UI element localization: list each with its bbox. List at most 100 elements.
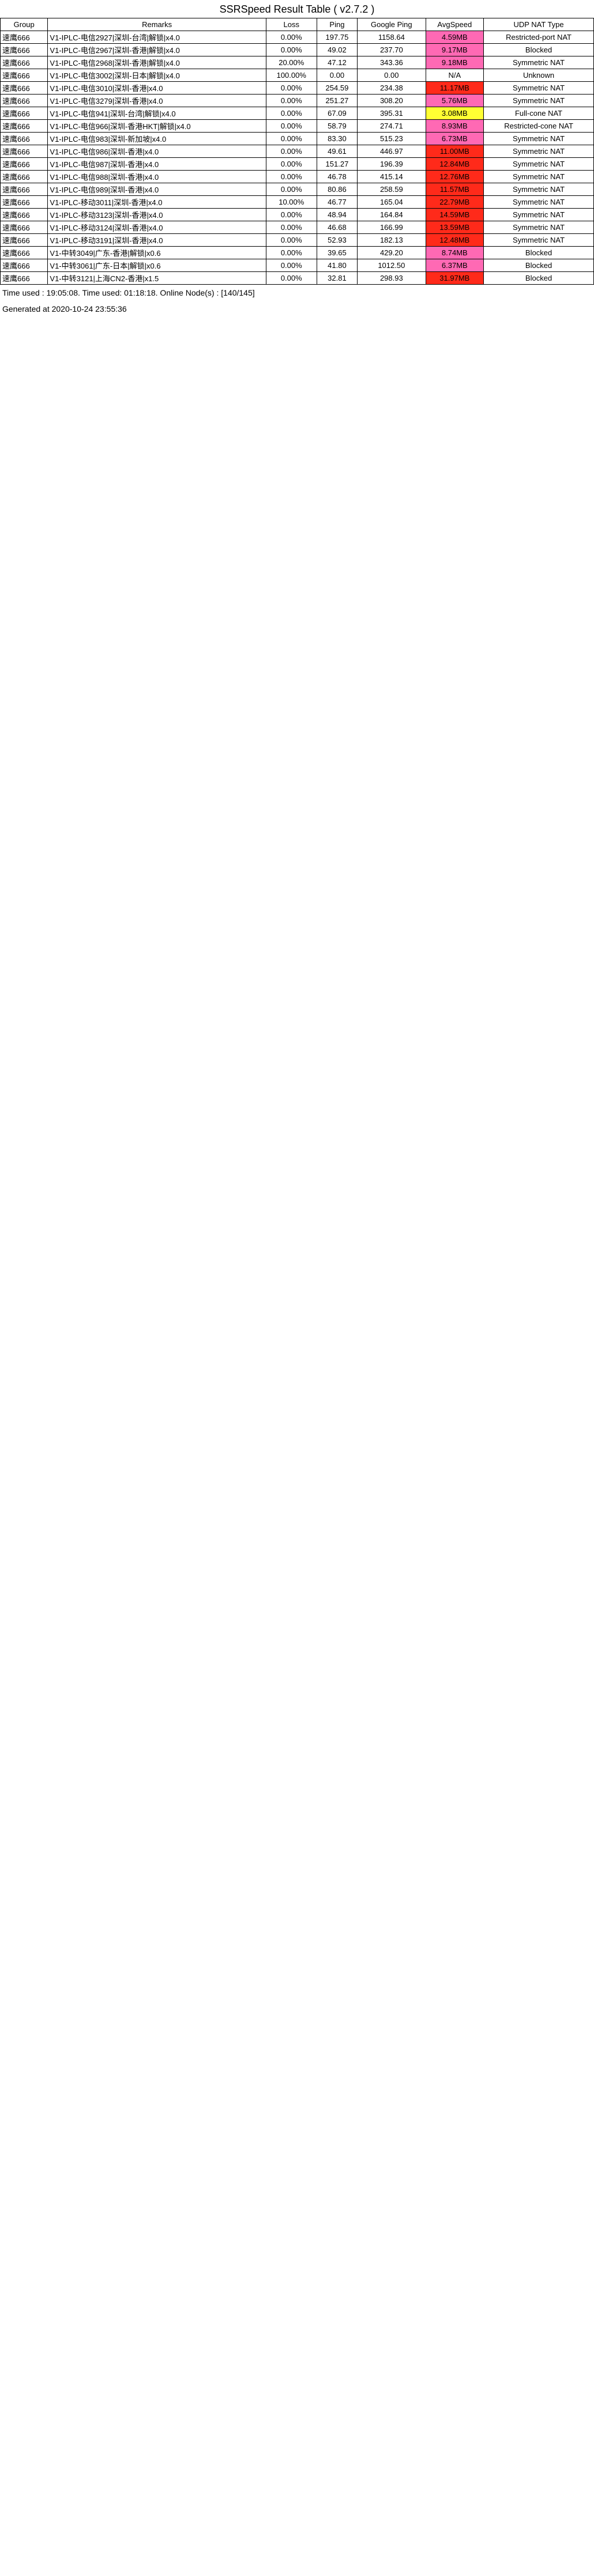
cell-remarks: V1-中转3061|广东-日本|解锁|x0.6 [47, 259, 266, 272]
cell-google-ping: 1158.64 [357, 31, 426, 44]
table-row: 速鹰666 V1-IPLC-电信3279|深圳-香港|x4.0 0.00% 251.2… [0, 94, 594, 107]
cell-udp-nat: Unknown [483, 69, 594, 82]
cell-remarks: V1-IPLC-电信966|深圳-香港HKT|解锁|x4.0 [47, 119, 266, 133]
cell-loss: 0.00% [265, 259, 317, 272]
cell-avgspeed: 6.37MB [425, 259, 484, 272]
cell-ping: 47.12 [316, 56, 358, 69]
cell-google-ping: 446.97 [357, 145, 426, 158]
cell-group: 速鹰666 [0, 31, 48, 44]
cell-group: 速鹰666 [0, 43, 48, 56]
cell-remarks: V1-IPLC-电信987|深圳-香港|x4.0 [47, 157, 266, 171]
cell-avgspeed: 9.18MB [425, 56, 484, 69]
cell-remarks: V1-IPLC-电信989|深圳-香港|x4.0 [47, 183, 266, 196]
cell-ping: 151.27 [316, 157, 358, 171]
cell-google-ping: 298.93 [357, 271, 426, 285]
table-row: 速鹰666 V1-IPLC-移动3011|深圳-香港|x4.0 10.00% 46.7… [0, 195, 594, 209]
cell-loss: 10.00% [265, 195, 317, 209]
table-row: 速鹰666 V1-中转3049|广东-香港|解锁|x0.6 0.00% 39.65 42… [0, 246, 594, 259]
time-used: Time used : 19:05:08. Time used: 01:18:1… [2, 288, 255, 297]
table-row: 速鹰666 V1-IPLC-移动3191|深圳-香港|x4.0 0.00% 52.93… [0, 233, 594, 247]
cell-google-ping: 0.00 [357, 69, 426, 82]
cell-avgspeed: 12.48MB [425, 233, 484, 247]
cell-google-ping: 395.31 [357, 107, 426, 120]
cell-group: 速鹰666 [0, 145, 48, 158]
col-avgspeed: AvgSpeed [425, 18, 484, 31]
cell-loss: 20.00% [265, 56, 317, 69]
cell-loss: 0.00% [265, 271, 317, 285]
cell-avgspeed: 4.59MB [425, 31, 484, 44]
cell-udp-nat: Symmetric NAT [483, 81, 594, 95]
cell-google-ping: 165.04 [357, 195, 426, 209]
cell-ping: 197.75 [316, 31, 358, 44]
cell-loss: 0.00% [265, 94, 317, 107]
table-row: 速鹰666 V1-中转3121|上海CN2-香港|x1.5 0.00% 32.81 29… [0, 271, 594, 285]
cell-google-ping: 164.84 [357, 208, 426, 221]
table-row: 速鹰666 V1-IPLC-移动3123|深圳-香港|x4.0 0.00% 48.94… [0, 208, 594, 221]
cell-avgspeed: 11.17MB [425, 81, 484, 95]
cell-group: 速鹰666 [0, 221, 48, 234]
cell-remarks: V1-IPLC-电信988|深圳-香港|x4.0 [47, 170, 266, 183]
cell-udp-nat: Blocked [483, 246, 594, 259]
table-row: 速鹰666 V1-IPLC-电信2968|深圳-香港|解锁|x4.0 20.00% 4… [0, 56, 594, 69]
cell-loss: 0.00% [265, 233, 317, 247]
cell-udp-nat: Symmetric NAT [483, 195, 594, 209]
cell-avgspeed: 22.79MB [425, 195, 484, 209]
cell-ping: 67.09 [316, 107, 358, 120]
cell-loss: 0.00% [265, 157, 317, 171]
cell-avgspeed: 3.08MB [425, 107, 484, 120]
cell-google-ping: 196.39 [357, 157, 426, 171]
cell-group: 速鹰666 [0, 183, 48, 196]
cell-google-ping: 258.59 [357, 183, 426, 196]
table-row: 速鹰666 V1-IPLC-电信987|深圳-香港|x4.0 0.00% 151.27… [0, 157, 594, 171]
table-row: 速鹰666 V1-IPLC-电信2967|深圳-香港|解锁|x4.0 0.00% 49… [0, 43, 594, 56]
col-ping: Ping [316, 18, 358, 31]
table-row: 速鹰666 V1-IPLC-电信989|深圳-香港|x4.0 0.00% 80.86 2… [0, 183, 594, 196]
cell-avgspeed: 6.73MB [425, 132, 484, 145]
generated-at: Generated at 2020-10-24 23:55:36 [2, 304, 127, 313]
cell-udp-nat: Restricted-cone NAT [483, 119, 594, 133]
page-title: SSRSpeed Result Table ( v2.7.2 ) [219, 3, 375, 15]
cell-udp-nat: Blocked [483, 271, 594, 285]
cell-udp-nat: Symmetric NAT [483, 208, 594, 221]
cell-loss: 0.00% [265, 246, 317, 259]
table-row: 速鹰666 V1-IPLC-电信986|深圳-香港|x4.0 0.00% 49.61 4… [0, 145, 594, 158]
cell-ping: 52.93 [316, 233, 358, 247]
cell-group: 速鹰666 [0, 233, 48, 247]
cell-udp-nat: Symmetric NAT [483, 221, 594, 234]
cell-google-ping: 166.99 [357, 221, 426, 234]
cell-google-ping: 429.20 [357, 246, 426, 259]
cell-loss: 0.00% [265, 145, 317, 158]
cell-avgspeed: 9.17MB [425, 43, 484, 56]
cell-group: 速鹰666 [0, 119, 48, 133]
cell-loss: 0.00% [265, 183, 317, 196]
cell-ping: 46.77 [316, 195, 358, 209]
cell-avgspeed: 31.97MB [425, 271, 484, 285]
cell-udp-nat: Symmetric NAT [483, 183, 594, 196]
cell-udp-nat: Symmetric NAT [483, 56, 594, 69]
cell-avgspeed: 8.93MB [425, 119, 484, 133]
col-remarks: Remarks [47, 18, 266, 31]
cell-group: 速鹰666 [0, 271, 48, 285]
table-row: 速鹰666 V1-IPLC-电信988|深圳-香港|x4.0 0.00% 46.78 4… [0, 170, 594, 183]
cell-remarks: V1-IPLC-移动3191|深圳-香港|x4.0 [47, 233, 266, 247]
cell-loss: 0.00% [265, 81, 317, 95]
table-row: 速鹰666 V1-IPLC-移动3124|深圳-香港|x4.0 0.00% 46.68… [0, 221, 594, 234]
cell-remarks: V1-IPLC-电信3010|深圳-香港|x4.0 [47, 81, 266, 95]
cell-ping: 46.68 [316, 221, 358, 234]
col-loss: Loss [265, 18, 317, 31]
cell-udp-nat: Symmetric NAT [483, 233, 594, 247]
cell-udp-nat: Blocked [483, 43, 594, 56]
cell-ping: 32.81 [316, 271, 358, 285]
cell-avgspeed: 8.74MB [425, 246, 484, 259]
cell-loss: 100.00% [265, 69, 317, 82]
cell-ping: 58.79 [316, 119, 358, 133]
cell-remarks: V1-中转3049|广东-香港|解锁|x0.6 [47, 246, 266, 259]
cell-remarks: V1-IPLC-电信2967|深圳-香港|解锁|x4.0 [47, 43, 266, 56]
cell-ping: 83.30 [316, 132, 358, 145]
cell-ping: 254.59 [316, 81, 358, 95]
cell-group: 速鹰666 [0, 107, 48, 120]
cell-ping: 41.80 [316, 259, 358, 272]
cell-ping: 49.02 [316, 43, 358, 56]
cell-remarks: V1-IPLC-电信986|深圳-香港|x4.0 [47, 145, 266, 158]
cell-group: 速鹰666 [0, 132, 48, 145]
